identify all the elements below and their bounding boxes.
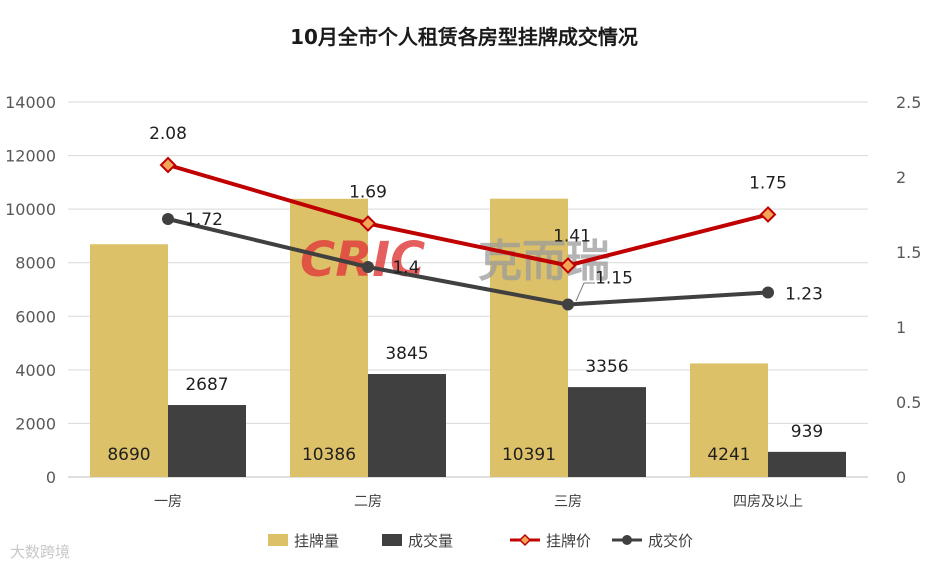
data-label-成交量: 3356 xyxy=(585,357,628,377)
marker-成交价 xyxy=(762,286,774,299)
y-left-tick-label: 14000 xyxy=(5,93,56,112)
data-label-挂牌价: 1.69 xyxy=(349,183,387,203)
bar-挂牌量 xyxy=(490,198,568,477)
bar-成交量 xyxy=(568,387,646,477)
bar-挂牌量 xyxy=(290,198,368,477)
data-label-成交量: 3845 xyxy=(385,344,428,364)
legend-label-挂牌量: 挂牌量 xyxy=(294,532,339,550)
data-label-挂牌量: 8690 xyxy=(107,445,150,465)
data-label-成交价: 1.4 xyxy=(392,258,419,278)
bar-挂牌量 xyxy=(690,363,768,477)
y-left-tick-label: 2000 xyxy=(15,414,56,433)
marker-挂牌价 xyxy=(759,206,777,223)
y-left-tick-label: 8000 xyxy=(15,254,56,273)
data-label-挂牌量: 10386 xyxy=(302,445,356,465)
marker-挂牌价 xyxy=(559,257,577,274)
legend-marker-成交价 xyxy=(622,535,632,545)
legend-label-成交价: 成交价 xyxy=(648,532,693,550)
data-label-成交量: 2687 xyxy=(185,375,228,395)
marker-成交价 xyxy=(162,213,174,225)
data-label-成交价: 1.15 xyxy=(595,269,633,289)
legend-label-成交量: 成交量 xyxy=(408,532,453,550)
marker-挂牌价 xyxy=(159,156,177,174)
watermark-logo: CRIC xyxy=(300,232,425,288)
data-label-成交价: 1.72 xyxy=(185,210,223,230)
legend-swatch-挂牌量 xyxy=(268,534,288,546)
y-left-tick-label: 4000 xyxy=(15,361,56,380)
x-tick-label: 四房及以上 xyxy=(733,494,803,510)
marker-挂牌价 xyxy=(359,215,377,232)
data-label-挂牌量: 4241 xyxy=(707,445,750,465)
y-left-tick-label: 6000 xyxy=(15,307,56,326)
y-right-tick-label: 0 xyxy=(896,468,906,487)
legend-marker-挂牌价 xyxy=(518,533,532,547)
data-label-成交价: 1.23 xyxy=(785,285,823,305)
y-right-tick-label: 2 xyxy=(896,168,906,187)
y-right-tick-label: 2.5 xyxy=(896,93,921,112)
data-label-成交量: 939 xyxy=(791,422,823,442)
bar-成交量 xyxy=(368,374,446,477)
marker-成交价 xyxy=(362,261,374,273)
y-right-tick-label: 1 xyxy=(896,318,906,337)
footer-watermark: 大数跨境 xyxy=(10,543,71,561)
line-成交价 xyxy=(167,217,769,307)
bar-成交量 xyxy=(168,405,246,477)
marker-成交价 xyxy=(562,298,574,311)
data-label-挂牌价: 2.08 xyxy=(149,124,187,144)
y-right-tick-label: 0.5 xyxy=(896,393,921,412)
legend-swatch-成交量 xyxy=(382,534,402,546)
line-挂牌价 xyxy=(167,163,769,268)
y-left-tick-label: 0 xyxy=(46,468,56,487)
y-left-tick-label: 12000 xyxy=(5,147,56,166)
x-tick-label: 一房 xyxy=(154,494,182,510)
x-tick-label: 二房 xyxy=(354,494,382,510)
y-right-tick-label: 1.5 xyxy=(896,243,921,262)
data-label-leader xyxy=(575,282,595,302)
y-left-tick-label: 10000 xyxy=(5,200,56,219)
data-label-挂牌价: 1.75 xyxy=(749,174,787,194)
chart-title: 10月全市个人租赁各房型挂牌成交情况 xyxy=(290,25,638,49)
data-label-挂牌量: 10391 xyxy=(502,445,556,465)
legend-label-挂牌价: 挂牌价 xyxy=(546,532,591,550)
x-tick-label: 三房 xyxy=(554,494,582,510)
bar-挂牌量 xyxy=(90,244,168,477)
bar-成交量 xyxy=(768,451,846,477)
data-label-挂牌价: 1.41 xyxy=(553,227,591,247)
